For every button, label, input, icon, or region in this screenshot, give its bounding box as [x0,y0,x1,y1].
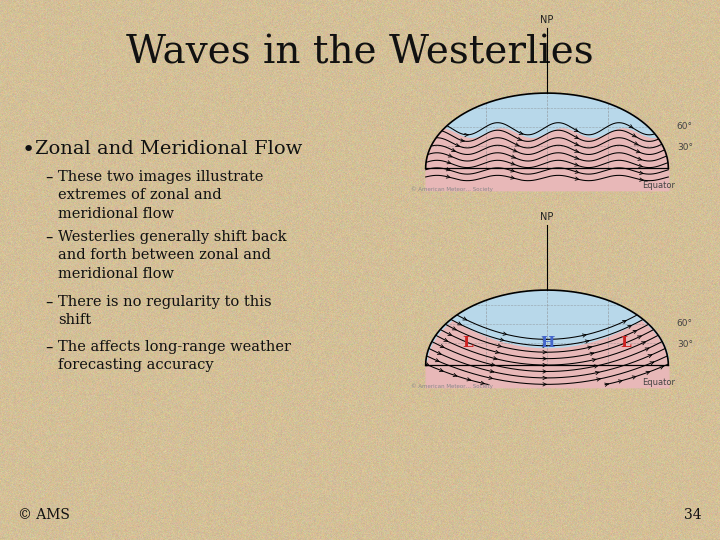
Text: These two images illustrate
extremes of zonal and
meridional flow: These two images illustrate extremes of … [58,170,264,221]
Text: –: – [45,230,53,245]
Text: 30°: 30° [677,340,693,349]
Text: Waves in the Westerlies: Waves in the Westerlies [126,35,594,72]
Text: NP: NP [540,15,554,25]
Text: 60°: 60° [677,123,693,131]
Text: © American Meteor… Society: © American Meteor… Society [411,186,493,192]
Text: NP: NP [540,212,554,222]
Text: –: – [45,170,53,185]
Text: Zonal and Meridional Flow: Zonal and Meridional Flow [35,140,302,158]
Text: Equator: Equator [642,181,675,190]
Text: –: – [45,295,53,310]
Text: 60°: 60° [677,320,693,328]
Text: •: • [22,140,35,160]
Text: 34: 34 [685,508,702,522]
Text: L: L [463,336,474,350]
Text: The affects long-range weather
forecasting accuracy: The affects long-range weather forecasti… [58,340,291,373]
Text: © American Meteor… Society: © American Meteor… Society [411,383,493,389]
Text: L: L [621,336,631,350]
Text: –: – [45,340,53,355]
Text: H: H [540,336,554,350]
Text: © AMS: © AMS [18,508,70,522]
Text: 30°: 30° [677,143,693,152]
Text: Equator: Equator [642,378,675,387]
Text: Westerlies generally shift back
and forth between zonal and
meridional flow: Westerlies generally shift back and fort… [58,230,287,281]
Text: There is no regularity to this
shift: There is no regularity to this shift [58,295,271,327]
